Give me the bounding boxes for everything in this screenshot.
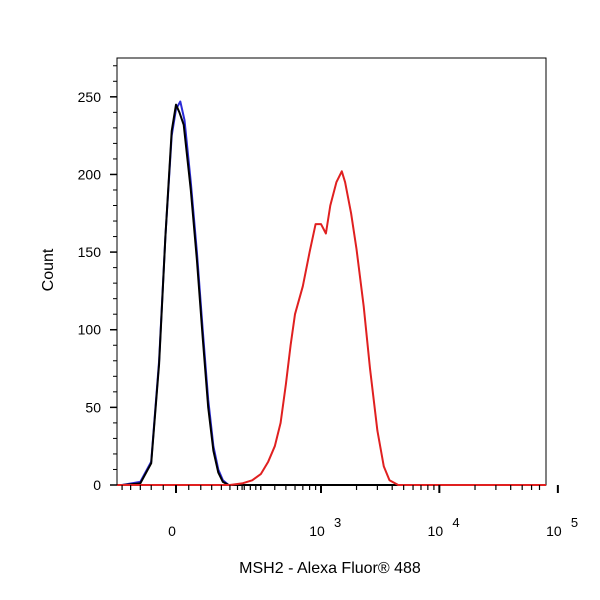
- x-tick-exponent: 3: [334, 515, 341, 530]
- series-lines: [117, 100, 546, 486]
- y-tick-label: 200: [78, 166, 102, 182]
- x-tick-exponent: 4: [452, 515, 459, 530]
- y-axis: 0 50 100 150 200 250: [78, 58, 118, 493]
- series-line-1: [117, 100, 546, 486]
- y-axis-title: Count: [40, 248, 57, 291]
- x-axis: 0 10 3 10 4 10 5: [168, 485, 578, 539]
- y-tick-label: 250: [78, 89, 102, 105]
- y-tick-label: 100: [78, 322, 102, 338]
- x-tick-label: 0: [168, 523, 176, 539]
- plot-frame: [116, 57, 547, 486]
- plot-area: [116, 57, 547, 486]
- series-line-3: [117, 170, 546, 486]
- y-tick-label: 50: [85, 399, 101, 415]
- y-tick-label: 150: [78, 244, 102, 260]
- x-tick-label: 10: [546, 523, 562, 539]
- x-tick-label: 10: [309, 523, 325, 539]
- x-minor-ticks: [121, 485, 541, 490]
- x-tick-label: 10: [428, 523, 444, 539]
- x-axis-title: MSH2 - Alexa Fluor® 488: [239, 560, 421, 577]
- x-tick-exponent: 5: [571, 515, 578, 530]
- y-tick-label: 0: [93, 477, 101, 493]
- series-line-2: [117, 103, 546, 486]
